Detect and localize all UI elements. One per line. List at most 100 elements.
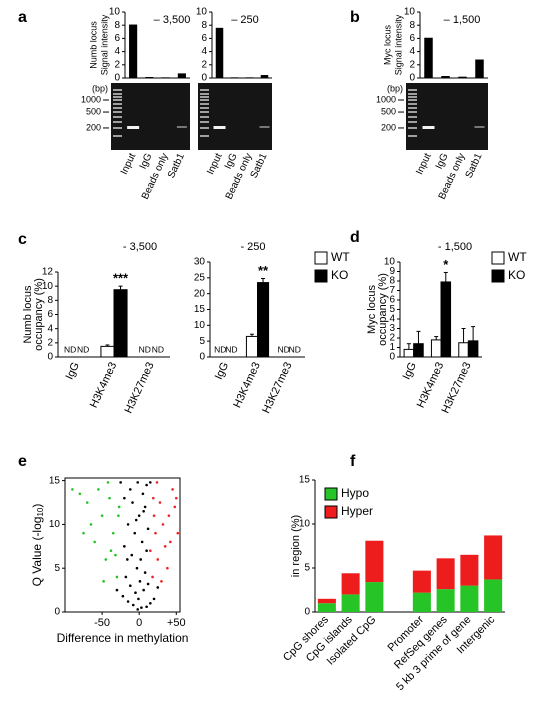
chart-title: – 1,500: [444, 14, 481, 26]
gel-image: [406, 83, 488, 150]
x-tick-label: H3K27me3: [123, 360, 157, 415]
point: [131, 603, 135, 607]
point: [135, 566, 139, 570]
y-tick-label: 0: [389, 352, 395, 363]
x-tick-label: IgG: [434, 152, 451, 171]
y-axis-label: Q Value (-log10): [30, 504, 45, 587]
y-tick-label: 10: [299, 519, 311, 530]
y-tick-label: 0: [199, 352, 205, 363]
y-axis-label: Signal intensity: [393, 14, 403, 75]
y-tick-label: 8: [389, 276, 395, 287]
y-tick-label: 15: [194, 304, 206, 315]
gel-marker-label: 500: [381, 106, 396, 116]
y-tick-label: 4: [389, 314, 395, 325]
point: [115, 575, 119, 579]
panel-label: b: [350, 9, 360, 26]
y-tick-label: 10: [49, 519, 61, 530]
bar-segment: [365, 582, 384, 612]
y-tick-label: 15: [299, 475, 311, 486]
bar-segment: [317, 603, 336, 612]
y-tick-label: 0: [114, 73, 120, 84]
point: [141, 492, 145, 496]
gel-marker-label: 200: [381, 122, 396, 132]
value-label: ND: [277, 344, 289, 354]
gel-unit: (bp): [387, 83, 403, 93]
legend-swatch: [314, 251, 328, 265]
y-tick-label: 8: [114, 20, 120, 31]
y-tick-label: 0: [47, 352, 53, 363]
bar: [100, 345, 115, 358]
point: [155, 481, 159, 484]
y-tick-label: 0: [304, 607, 310, 618]
point: [139, 558, 142, 561]
point: [156, 558, 160, 561]
point: [154, 531, 157, 535]
legend-label: Hyper: [341, 504, 373, 518]
bar: [215, 27, 224, 78]
y-tick-label: 3: [389, 323, 395, 334]
x-tick-label: 0: [136, 617, 142, 629]
y-axis-label: Signal intensity: [99, 14, 109, 75]
bar-segment: [341, 573, 360, 595]
value-label: ND: [64, 344, 76, 354]
bar: [145, 77, 154, 78]
y-tick-label: 12: [42, 267, 54, 278]
point: [146, 527, 150, 531]
value-label: ND: [77, 344, 89, 354]
y-tick-label: 2: [409, 59, 415, 70]
point: [142, 588, 145, 592]
significance-label: **: [258, 263, 269, 278]
bar: [113, 289, 128, 358]
point: [167, 514, 171, 517]
point: [93, 540, 96, 544]
point: [133, 531, 137, 535]
significance-label: ***: [113, 271, 129, 286]
bar: [177, 73, 186, 78]
bar: [424, 37, 433, 78]
y-axis-label: Numb locus: [22, 285, 34, 344]
y-tick-label: 5: [199, 336, 205, 347]
panel-label: e: [18, 453, 27, 470]
point: [124, 575, 128, 579]
gel-marker-label: 1000: [81, 94, 101, 104]
point: [145, 483, 148, 487]
y-tick-label: 5: [304, 563, 310, 574]
point: [143, 571, 147, 574]
bar: [403, 348, 415, 358]
point: [152, 514, 156, 517]
y-tick-label: 2: [201, 59, 207, 70]
gel-image: [198, 83, 272, 150]
x-tick-label: IgG: [138, 152, 155, 171]
point: [115, 588, 119, 592]
y-tick-label: 6: [114, 33, 120, 44]
x-tick-label: H3K4me3: [231, 360, 263, 409]
bar-segment: [317, 598, 336, 604]
point: [109, 549, 113, 552]
point: [149, 549, 152, 552]
y-tick-label: 2: [389, 333, 395, 344]
gel-band: [127, 126, 140, 129]
y-axis-label: Myc locus: [382, 25, 392, 66]
point: [166, 566, 169, 570]
point: [97, 488, 100, 491]
panel-label: d: [350, 229, 360, 246]
point: [71, 488, 74, 491]
point: [114, 553, 117, 557]
y-tick-label: 0: [201, 73, 207, 84]
legend-swatch: [324, 505, 338, 519]
point: [104, 558, 108, 561]
bar: [475, 59, 484, 78]
panel-label: c: [18, 231, 27, 248]
point: [151, 575, 154, 579]
point: [149, 601, 152, 605]
x-tick-label: Input: [414, 152, 433, 177]
x-axis-label: Difference in methylation: [57, 631, 189, 645]
legend-label: WT: [331, 250, 350, 264]
point: [143, 505, 147, 509]
y-tick-label: 25: [194, 272, 206, 283]
point: [123, 496, 126, 500]
x-tick-label: -50: [94, 617, 110, 629]
panel-label: a: [18, 9, 27, 26]
